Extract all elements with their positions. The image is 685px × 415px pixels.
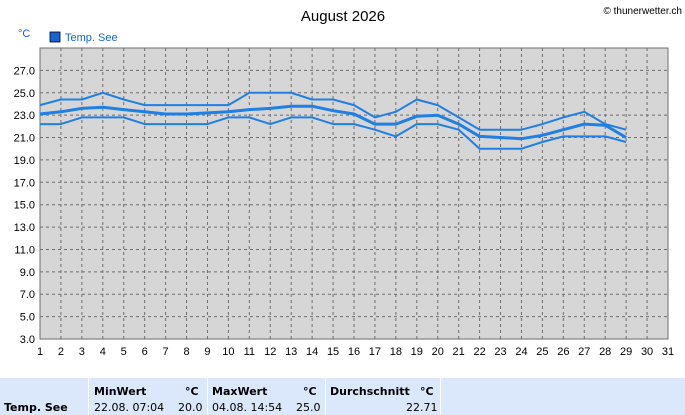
x-tick-label: 10	[222, 346, 234, 358]
max-value: 25.0	[296, 401, 321, 414]
avg-header: Durchschnitt	[330, 385, 410, 398]
max-unit: °C	[303, 385, 317, 398]
x-tick-label: 17	[369, 346, 381, 358]
stats-divider	[88, 378, 89, 415]
copyright-text: © thunerwetter.ch	[603, 6, 682, 17]
x-tick-label: 29	[620, 346, 632, 358]
legend-label: Temp. See	[65, 32, 118, 44]
x-tick-label: 21	[453, 346, 465, 358]
x-tick-label: 12	[264, 346, 276, 358]
y-tick-label: 21.0	[14, 133, 35, 145]
x-tick-label: 15	[327, 346, 339, 358]
stats-divider	[440, 378, 441, 415]
series-line-avg	[39, 104, 627, 141]
max-datetime: 04.08. 14:54	[212, 401, 283, 414]
y-tick-label: 9.0	[20, 267, 35, 279]
x-tick-label: 19	[411, 346, 423, 358]
x-tick-label: 2	[58, 346, 64, 358]
x-tick-label: 26	[557, 346, 569, 358]
max-header: MaxWert	[212, 385, 268, 398]
x-tick-label: 20	[432, 346, 444, 358]
x-tick-label: 16	[348, 346, 360, 358]
x-tick-label: 27	[578, 346, 590, 358]
x-tick-label: 28	[599, 346, 611, 358]
y-tick-label: 15.0	[14, 200, 35, 212]
y-tick-label: 7.0	[20, 289, 35, 301]
chart-title: August 2026	[301, 8, 385, 25]
x-tick-label: 4	[100, 346, 106, 358]
avg-value: 22.71	[406, 401, 438, 414]
x-tick-label: 31	[662, 346, 674, 358]
min-unit: °C	[185, 385, 199, 398]
x-tick-label: 11	[244, 346, 255, 358]
x-tick-label: 22	[473, 346, 485, 358]
x-tick-label: 5	[121, 346, 127, 358]
y-tick-label: 19.0	[14, 155, 35, 167]
x-tick-label: 8	[183, 346, 189, 358]
series-line-max	[39, 91, 627, 131]
x-tick-labels: 1 2 3 4 5 6 7 8 9 10 11 12 13 14 15 16 17 18 19 20 21 22 23 24 2…	[37, 346, 674, 358]
x-tick-label: 9	[204, 346, 210, 358]
y-tick-label: 23.0	[14, 110, 35, 122]
y-tick-label: 25.0	[14, 88, 35, 100]
x-tick-label: 1	[37, 346, 43, 358]
x-tick-label: 3	[79, 346, 85, 358]
x-tick-label: 6	[142, 346, 148, 358]
y-tick-label: 3.0	[20, 334, 35, 346]
min-header: MinWert	[94, 385, 147, 398]
y-tick-labels: 3.0 5.0 7.0 9.0 11.0 13.0 15.0 17.0 19.0 21.0 23.0…	[14, 65, 35, 346]
y-tick-label: 17.0	[14, 177, 35, 189]
avg-unit: °C	[420, 385, 434, 398]
min-datetime: 22.08. 07:04	[94, 401, 165, 414]
y-tick-label: 13.0	[14, 222, 35, 234]
series-lines	[39, 91, 627, 150]
x-tick-label: 23	[494, 346, 506, 358]
x-tick-label: 25	[536, 346, 548, 358]
y-tick-label: 11.0	[14, 244, 35, 256]
y-tick-label: 5.0	[20, 312, 35, 324]
x-tick-label: 30	[641, 346, 653, 358]
x-tick-label: 13	[285, 346, 297, 358]
x-tick-label: 24	[515, 346, 527, 358]
y-tick-label: 27.0	[14, 65, 35, 77]
series-line-min	[40, 116, 627, 150]
temperature-chart: August 2026 © thunerwetter.ch °C Temp. S…	[14, 6, 682, 358]
legend-swatch	[49, 31, 61, 43]
stats-divider	[325, 378, 326, 415]
x-tick-label: 14	[306, 346, 318, 358]
x-tick-label: 18	[390, 346, 402, 358]
stats-divider	[207, 378, 208, 415]
x-tick-label: 7	[163, 346, 169, 358]
y-axis-unit: °C	[18, 28, 30, 40]
min-value: 20.0	[178, 401, 203, 414]
stats-panel: Temp. See MinWert °C 22.08. 07:04 20.0 M…	[0, 378, 685, 415]
stats-row-label: Temp. See	[4, 401, 68, 414]
